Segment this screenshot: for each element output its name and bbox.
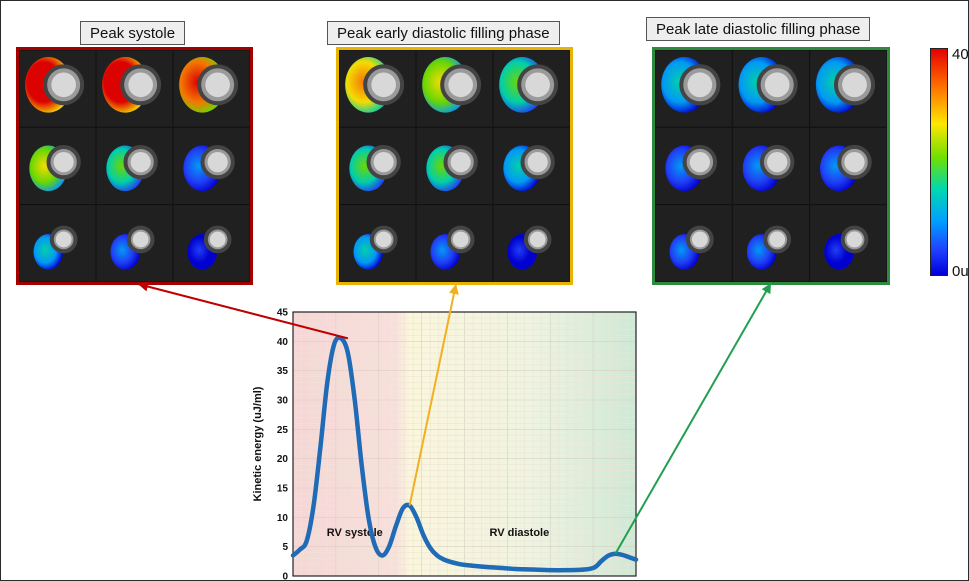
y-tick-label: 20 xyxy=(277,454,289,465)
plot-frame xyxy=(292,311,637,577)
mri-slice xyxy=(492,126,570,206)
arrow-late-diastolic xyxy=(614,282,772,555)
mri-slice xyxy=(339,126,417,206)
mri-slice xyxy=(172,126,250,206)
mri-slice xyxy=(19,50,97,128)
mri-slice xyxy=(95,204,174,282)
mri-slice xyxy=(339,204,417,282)
mri-panel-peak-systole xyxy=(16,47,253,285)
panel-label-peak-systole: Peak systole xyxy=(80,21,186,45)
panel-label-late-diastolic: Peak late diastolic filling phase xyxy=(646,17,871,41)
grid xyxy=(292,311,637,577)
mri-slice xyxy=(655,50,733,128)
mri-slice xyxy=(95,50,174,128)
mri-slice xyxy=(809,126,887,206)
mri-slice xyxy=(415,204,494,282)
mri-slice xyxy=(415,50,494,128)
mri-slice xyxy=(809,204,887,282)
colorbar-min-label: 0uJ xyxy=(952,263,969,280)
mri-panel-early-diastolic xyxy=(336,47,573,285)
mri-panel-late-diastolic xyxy=(652,47,890,285)
mri-slice xyxy=(19,126,97,206)
mri-slice xyxy=(415,126,494,206)
region-label-rv-diastole: RV diastole xyxy=(490,527,550,539)
y-tick-label: 35 xyxy=(277,366,289,377)
y-tick-label: 0 xyxy=(282,572,288,581)
energy-colorbar xyxy=(930,48,948,276)
mri-mosaic xyxy=(339,50,570,282)
y-tick-label: 5 xyxy=(282,542,288,553)
y-tick-label: 25 xyxy=(277,425,289,436)
mri-slice xyxy=(492,50,570,128)
arrow-early-diastolic xyxy=(408,283,459,506)
mri-slice xyxy=(731,50,811,128)
colorbar-max-label: 40uJ xyxy=(952,46,969,63)
mri-slice xyxy=(492,204,570,282)
panel-label-early-diastolic: Peak early diastolic filling phase xyxy=(327,21,560,45)
y-tick-label: 45 xyxy=(277,308,289,319)
mri-slice xyxy=(731,126,811,206)
mri-mosaic xyxy=(19,50,250,282)
arrow-peak-systole xyxy=(137,281,349,340)
mri-slice xyxy=(655,204,733,282)
kinetic-energy-line xyxy=(290,335,639,573)
mri-slice xyxy=(809,50,887,128)
mri-slice xyxy=(172,204,250,282)
y-tick-label: 10 xyxy=(277,513,289,524)
mri-slice xyxy=(172,50,250,128)
y-tick-label: 30 xyxy=(277,396,289,407)
y-tick-label: 15 xyxy=(277,484,289,495)
mri-slice xyxy=(655,126,733,206)
y-axis-title: Kinetic energy (uJ/ml) xyxy=(252,386,264,501)
y-tick-label: 40 xyxy=(277,337,289,348)
mri-slice xyxy=(731,204,811,282)
mri-slice xyxy=(19,204,97,282)
mri-mosaic xyxy=(655,50,887,282)
mri-slice xyxy=(95,126,174,206)
